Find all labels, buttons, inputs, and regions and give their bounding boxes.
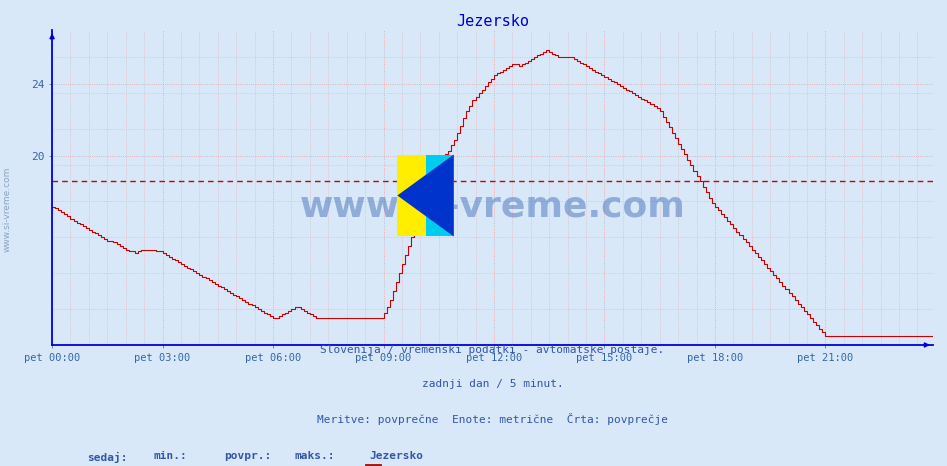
Bar [425,155,454,236]
Bar [398,155,425,236]
Text: sedaj:: sedaj: [87,452,128,463]
Text: Jezersko: Jezersko [369,452,423,461]
Text: Meritve: povprečne  Enote: metrične  Črta: povprečje: Meritve: povprečne Enote: metrične Črta:… [317,413,668,425]
Text: www.si-vreme.com: www.si-vreme.com [299,190,686,224]
Text: Slovenija / vremenski podatki - avtomatske postaje.: Slovenija / vremenski podatki - avtomats… [320,345,665,355]
Text: www.si-vreme.com: www.si-vreme.com [3,167,12,253]
Text: min.:: min.: [153,452,188,461]
Title: Jezersko: Jezersko [456,14,529,29]
Polygon shape [398,155,454,236]
Bar [365,464,381,466]
Text: povpr.:: povpr.: [223,452,271,461]
Text: zadnji dan / 5 minut.: zadnji dan / 5 minut. [421,379,563,389]
Text: maks.:: maks.: [295,452,335,461]
